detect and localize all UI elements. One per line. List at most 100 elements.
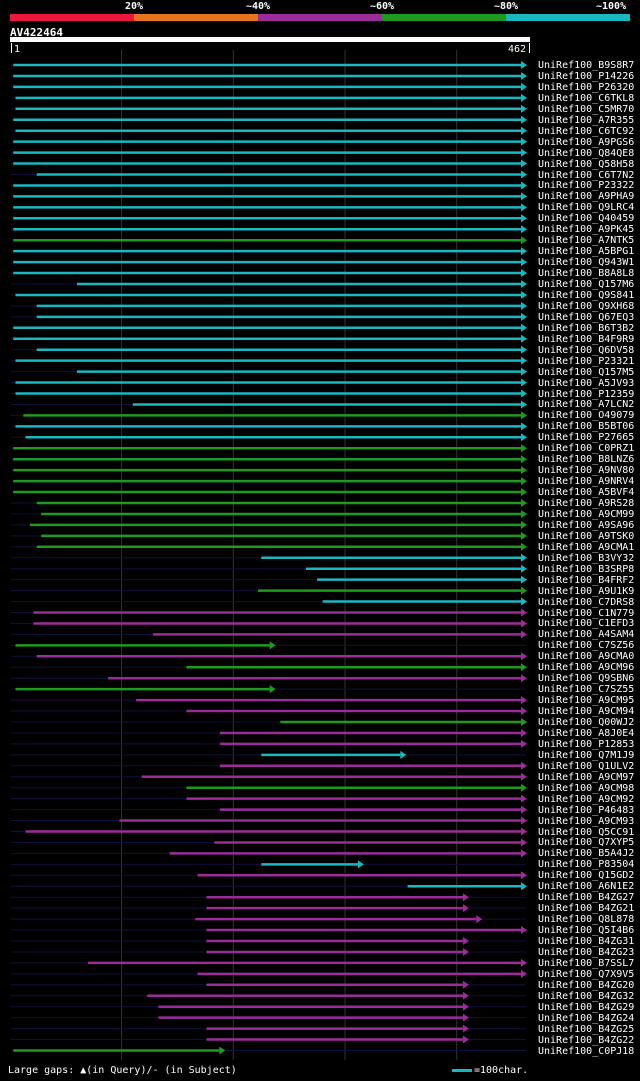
hit-label[interactable]: UniRef100_P12359	[538, 388, 635, 400]
hit-label[interactable]: UniRef100_Q9S841	[538, 289, 635, 301]
hit-label[interactable]: UniRef100_B4ZG29	[538, 1001, 635, 1013]
hit-label[interactable]: UniRef100_A5BPG1	[538, 246, 635, 258]
hit-label[interactable]: UniRef100_B7SSL7	[538, 957, 635, 969]
hit-label[interactable]: UniRef100_Q84QE8	[538, 147, 635, 159]
hit-label[interactable]: UniRef100_P23321	[538, 355, 635, 367]
hit-label[interactable]: UniRef100_Q157M6	[538, 279, 635, 290]
hit-label[interactable]: UniRef100_C0PJ18	[538, 1045, 635, 1057]
hit-label[interactable]: UniRef100_B6T3B2	[538, 322, 635, 334]
hit-label[interactable]: UniRef100_P26320	[538, 81, 635, 93]
hit-label[interactable]: UniRef100_A9CM97	[538, 771, 635, 783]
hit-label[interactable]: UniRef100_P83504	[538, 859, 635, 871]
hit-label[interactable]: UniRef100_A6N1E2	[538, 881, 635, 893]
hit-label[interactable]: UniRef100_A9TSK0	[538, 530, 635, 542]
hit-label[interactable]: UniRef100_Q7X9V5	[538, 968, 635, 980]
hit-label[interactable]: UniRef100_A9PK45	[538, 224, 635, 236]
hit-label[interactable]: UniRef100_B3VY32	[538, 552, 635, 564]
hit-label[interactable]: UniRef100_B3SRP8	[538, 563, 635, 575]
hit-label[interactable]: UniRef100_A9CM94	[538, 706, 635, 718]
hit-label[interactable]: UniRef100_A9CMA1	[538, 541, 635, 553]
hit-arrow	[521, 663, 527, 672]
hit-label[interactable]: UniRef100_B4ZG22	[538, 1034, 635, 1046]
hit-label[interactable]: UniRef100_C7SZ55	[538, 684, 635, 696]
hit-label[interactable]: UniRef100_A7LCN2	[538, 399, 635, 411]
hit-label[interactable]: UniRef100_A4SAM4	[538, 629, 635, 641]
hit-label[interactable]: UniRef100_C6TC92	[538, 125, 635, 137]
hit-label[interactable]: UniRef100_B4ZG24	[538, 1012, 635, 1024]
hit-label[interactable]: UniRef100_A9CM99	[538, 508, 635, 520]
hit-label[interactable]: UniRef100_A9PHA9	[538, 191, 635, 203]
hit-label[interactable]: UniRef100_A9CM93	[538, 815, 635, 827]
hit-label[interactable]: UniRef100_B4ZG32	[538, 990, 635, 1002]
hit-label[interactable]: UniRef100_O49079	[538, 410, 635, 422]
hit-label[interactable]: UniRef100_A9RS28	[538, 498, 635, 509]
hit-label[interactable]: UniRef100_P14226	[538, 70, 635, 82]
hit-label[interactable]: UniRef100_A9SA96	[538, 519, 635, 531]
hit-label[interactable]: UniRef100_Q6DV58	[538, 344, 635, 356]
hit-label[interactable]: UniRef100_Q40459	[538, 213, 635, 225]
hit-label[interactable]: UniRef100_C1N779	[538, 607, 635, 619]
hit-label[interactable]: UniRef100_A9CM95	[538, 695, 635, 707]
hit-arrow	[521, 531, 527, 540]
hit-label[interactable]: UniRef100_B5A4J2	[538, 848, 635, 860]
hit-label[interactable]: UniRef100_A9CM96	[538, 662, 635, 674]
hit-label[interactable]: UniRef100_C7DRS8	[538, 596, 635, 608]
hit-label[interactable]: UniRef100_Q8L878	[538, 914, 635, 926]
hit-arrow	[521, 247, 527, 256]
hit-label[interactable]: UniRef100_B4ZG27	[538, 892, 635, 904]
hit-arrow	[521, 137, 527, 146]
hit-arrow	[521, 969, 527, 978]
hit-label[interactable]: UniRef100_B4ZG20	[538, 979, 635, 991]
hit-label[interactable]: UniRef100_Q9LRC4	[538, 202, 635, 214]
hit-label[interactable]: UniRef100_A5BVF4	[538, 487, 635, 499]
hit-label[interactable]: UniRef100_B4ZG31	[538, 936, 635, 947]
hit-label[interactable]: UniRef100_B4ZG25	[538, 1023, 635, 1035]
hit-label[interactable]: UniRef100_A9U1K9	[538, 585, 635, 597]
hit-label[interactable]: UniRef100_A8J0E4	[538, 727, 635, 739]
query-id: AV422464	[10, 26, 63, 39]
hit-label[interactable]: UniRef100_C6TKL8	[538, 92, 635, 104]
hit-label[interactable]: UniRef100_A9PGS6	[538, 136, 635, 148]
hit-label[interactable]: UniRef100_Q5CC91	[538, 826, 635, 838]
hit-label[interactable]: UniRef100_B4ZG23	[538, 946, 635, 958]
hit-label[interactable]: UniRef100_Q5I4B6	[538, 925, 635, 937]
hit-arrow	[521, 225, 527, 234]
hit-label[interactable]: UniRef100_A9CMA0	[538, 651, 635, 663]
hit-label[interactable]: UniRef100_Q67EQ3	[538, 311, 635, 323]
hit-label[interactable]: UniRef100_A9NRV4	[538, 476, 635, 488]
hit-label[interactable]: UniRef100_A9CM98	[538, 782, 635, 794]
hit-label[interactable]: UniRef100_A7NTK5	[538, 235, 635, 247]
hit-label[interactable]: UniRef100_Q157M5	[538, 366, 635, 378]
hit-arrow	[269, 641, 276, 650]
hit-label[interactable]: UniRef100_C1EFD3	[538, 618, 635, 630]
hit-label[interactable]: UniRef100_P12853	[538, 738, 635, 750]
hit-label[interactable]: UniRef100_B4ZG21	[538, 903, 635, 915]
hit-label[interactable]: UniRef100_Q58H58	[538, 158, 635, 170]
hit-label[interactable]: UniRef100_A7R355	[538, 114, 635, 126]
hit-label[interactable]: UniRef100_B8A8L8	[538, 268, 635, 280]
hit-arrow	[521, 82, 527, 91]
hit-label[interactable]: UniRef100_Q1ULV2	[538, 760, 635, 772]
hit-label[interactable]: UniRef100_P23322	[538, 180, 635, 192]
hit-label[interactable]: UniRef100_A5JV93	[538, 377, 635, 389]
hit-label[interactable]: UniRef100_Q9SBN6	[538, 673, 635, 685]
hit-label[interactable]: UniRef100_P27665	[538, 432, 635, 444]
hit-label[interactable]: UniRef100_Q15GD2	[538, 870, 635, 882]
hit-label[interactable]: UniRef100_Q00WJ2	[538, 717, 635, 728]
hit-label[interactable]: UniRef100_A9CM92	[538, 793, 635, 805]
hit-label[interactable]: UniRef100_B8LNZ6	[538, 454, 635, 466]
hit-label[interactable]: UniRef100_C6T7N2	[538, 169, 635, 181]
hit-label[interactable]: UniRef100_Q943W1	[538, 257, 635, 269]
hit-label[interactable]: UniRef100_Q9XH68	[538, 300, 635, 312]
hit-label[interactable]: UniRef100_P46483	[538, 804, 635, 816]
hit-label[interactable]: UniRef100_B9S8R7	[538, 60, 635, 71]
hit-label[interactable]: UniRef100_B5BT06	[538, 421, 635, 433]
hit-label[interactable]: UniRef100_C5MR70	[538, 103, 635, 115]
hit-label[interactable]: UniRef100_C7SZ56	[538, 640, 635, 652]
hit-label[interactable]: UniRef100_B4F9R9	[538, 333, 635, 345]
hit-label[interactable]: UniRef100_B4FRF2	[538, 574, 635, 586]
hit-label[interactable]: UniRef100_C0PRZ1	[538, 443, 635, 455]
hit-label[interactable]: UniRef100_Q7XYP5	[538, 837, 635, 849]
hit-label[interactable]: UniRef100_A9NV80	[538, 465, 635, 477]
hit-label[interactable]: UniRef100_Q7M1J9	[538, 749, 635, 761]
